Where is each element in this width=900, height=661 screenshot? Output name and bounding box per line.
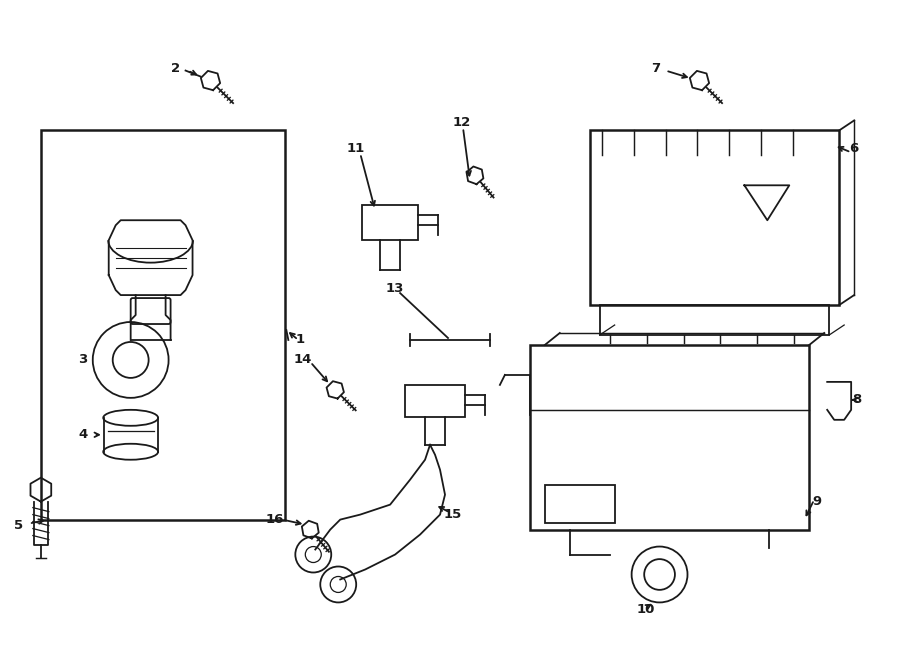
Bar (590, 130, 839, 305)
Text: 16: 16 (266, 513, 284, 526)
Text: 14: 14 (293, 354, 311, 366)
Text: 12: 12 (453, 116, 471, 129)
Text: 13: 13 (386, 282, 404, 295)
Text: 3: 3 (78, 354, 87, 366)
Bar (362, 206, 418, 240)
Text: 4: 4 (78, 428, 87, 442)
Text: 6: 6 (850, 142, 859, 155)
Bar (599, 305, 829, 335)
Text: 9: 9 (813, 495, 822, 508)
Text: 15: 15 (444, 508, 462, 521)
Text: 11: 11 (346, 142, 364, 155)
Bar (40, 130, 285, 520)
Text: 1: 1 (296, 334, 305, 346)
Text: 5: 5 (14, 519, 23, 532)
Bar (405, 385, 465, 417)
Bar (544, 485, 615, 523)
Text: 10: 10 (636, 603, 655, 616)
Text: 2: 2 (171, 62, 180, 75)
Text: 8: 8 (852, 393, 862, 407)
Text: 7: 7 (651, 62, 660, 75)
Bar (530, 345, 809, 529)
